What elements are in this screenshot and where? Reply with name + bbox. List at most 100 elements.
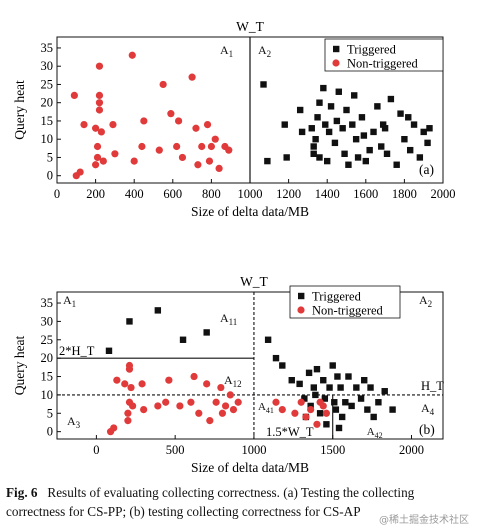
data-point-non-triggered xyxy=(291,409,299,417)
data-point-triggered xyxy=(260,81,267,88)
y-tick-label: 35 xyxy=(41,41,54,55)
data-point-non-triggered xyxy=(129,402,137,410)
data-point-non-triggered xyxy=(155,146,163,154)
legend-marker-triggered xyxy=(298,292,305,300)
data-point-triggered xyxy=(288,377,295,384)
data-point-triggered xyxy=(296,106,304,114)
data-point-non-triggered xyxy=(70,91,78,99)
y-tick-label: 5 xyxy=(47,406,53,420)
y-tick-label: 30 xyxy=(41,314,54,328)
data-point-non-triggered xyxy=(225,146,233,154)
data-point-triggered xyxy=(179,336,187,343)
y-tick-label: 20 xyxy=(41,351,54,365)
x-tick-label: 800 xyxy=(202,187,221,201)
data-point-triggered xyxy=(310,143,317,150)
data-point-triggered xyxy=(307,402,314,410)
data-point-non-triggered xyxy=(138,142,146,151)
y-tick-label: 25 xyxy=(41,333,54,347)
data-point-triggered xyxy=(374,103,381,110)
data-point-triggered xyxy=(397,110,404,117)
data-point-triggered xyxy=(283,154,290,161)
data-point-triggered xyxy=(352,136,360,143)
legend-box xyxy=(324,38,444,72)
data-point-non-triggered xyxy=(198,142,206,151)
data-point-non-triggered xyxy=(212,398,220,406)
x-tick-label: 600 xyxy=(163,187,182,201)
data-point-non-triggered xyxy=(203,121,212,129)
x-tick-label: 1800 xyxy=(392,187,417,201)
data-point-triggered xyxy=(154,307,162,314)
region-a2: A2 xyxy=(419,293,432,309)
data-point-triggered xyxy=(316,410,324,417)
caption-label: Fig. 6 xyxy=(6,485,38,500)
panel-a: 0 200 400 600 800 1000 1200 1400 1600 1800 2000 0 5 1… xyxy=(12,19,456,219)
region-a2: A2 xyxy=(258,43,271,59)
data-point-triggered xyxy=(323,421,330,428)
data-point-non-triggered xyxy=(162,398,170,406)
data-point-non-triggered xyxy=(178,153,187,162)
y-tick-label: 10 xyxy=(41,132,54,146)
w-t-label: W_T xyxy=(236,19,264,34)
x-tick-label: 1400 xyxy=(315,187,340,201)
data-point-triggered xyxy=(279,362,286,369)
data-point-triggered xyxy=(426,125,433,132)
data-point-non-triggered xyxy=(203,380,211,388)
data-point-non-triggered xyxy=(95,106,104,114)
data-point-triggered xyxy=(312,391,319,399)
data-point-triggered xyxy=(364,406,371,413)
data-point-non-triggered xyxy=(313,420,321,428)
legend-entry: Triggered xyxy=(312,290,362,304)
data-point-non-triggered xyxy=(307,406,315,414)
data-point-triggered xyxy=(105,347,113,354)
data-point-triggered xyxy=(301,395,308,402)
x-tick-label: 1200 xyxy=(276,187,301,201)
data-point-triggered xyxy=(308,125,315,132)
data-point-non-triggered xyxy=(92,124,100,132)
data-point-non-triggered xyxy=(207,142,215,151)
data-point-triggered xyxy=(325,128,333,136)
data-point-non-triggered xyxy=(130,157,138,165)
data-point-triggered xyxy=(333,117,341,125)
data-point-triggered xyxy=(334,373,341,380)
data-point-triggered xyxy=(310,384,318,391)
data-point-triggered xyxy=(366,146,373,154)
data-point-triggered xyxy=(357,395,365,402)
data-point-triggered xyxy=(320,377,327,384)
legend-entry: Non-triggered xyxy=(312,304,384,318)
data-point-non-triggered xyxy=(127,383,135,392)
legend-entry: Non-triggered xyxy=(347,57,419,71)
data-point-triggered xyxy=(381,388,388,395)
data-point-triggered xyxy=(316,154,323,161)
data-point-triggered xyxy=(341,150,348,157)
x-tick-label: 200 xyxy=(86,187,105,201)
data-point-non-triggered xyxy=(121,380,129,388)
data-point-triggered xyxy=(305,369,313,377)
data-point-triggered xyxy=(312,136,319,143)
region-a11: A11 xyxy=(220,311,237,327)
y-tick-label: 0 xyxy=(47,169,53,183)
data-point-triggered xyxy=(424,139,431,147)
data-point-non-triggered xyxy=(92,161,100,169)
data-point-non-triggered xyxy=(113,376,121,384)
data-point-triggered xyxy=(327,103,335,110)
data-point-triggered xyxy=(406,146,414,154)
data-point-triggered xyxy=(351,92,358,99)
y-axis-label: Query heat xyxy=(12,335,27,395)
data-point-triggered xyxy=(410,121,418,128)
data-point-non-triggered xyxy=(159,80,167,89)
data-point-non-triggered xyxy=(188,73,196,81)
data-point-triggered xyxy=(331,139,339,147)
plot-frame xyxy=(56,291,444,440)
data-point-non-triggered xyxy=(278,406,286,414)
data-point-triggered xyxy=(272,354,280,362)
y-tick-label: 20 xyxy=(41,96,54,110)
data-point-triggered xyxy=(348,402,355,410)
data-point-triggered xyxy=(264,336,272,343)
y-tick-label: 30 xyxy=(41,59,54,73)
x-tick-label: 2000 xyxy=(431,187,456,201)
data-point-non-triggered xyxy=(319,402,327,410)
data-point-triggered xyxy=(343,106,350,114)
data-point-triggered xyxy=(367,384,374,391)
data-point-triggered xyxy=(362,157,369,165)
data-point-triggered xyxy=(316,99,323,106)
